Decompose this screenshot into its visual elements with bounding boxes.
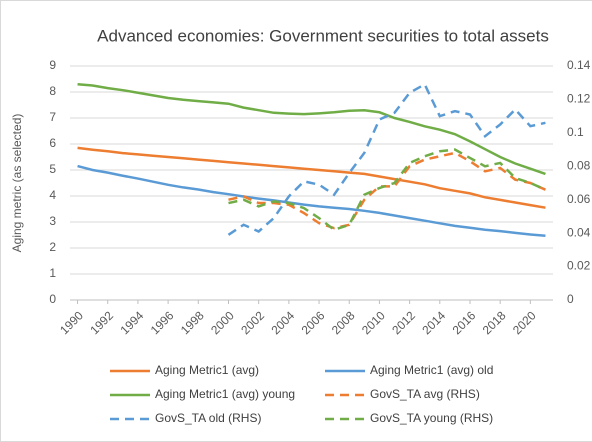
legend-label: GovS_TA old (RHS) (155, 411, 261, 425)
y2-tick-label: 0.04 (567, 225, 591, 239)
y-tick-label: 0 (49, 292, 56, 306)
y-tick-label: 4 (49, 188, 56, 202)
y-tick-label: 6 (49, 136, 56, 150)
legend-label: Aging Metric1 (avg) (155, 363, 259, 377)
y-tick-label: 7 (49, 110, 56, 124)
y-tick-label: 9 (49, 58, 56, 72)
y-tick-label: 3 (49, 214, 56, 228)
y-tick-label: 8 (49, 84, 56, 98)
y2-tick-label: 0.08 (567, 158, 591, 172)
series-line (77, 146, 546, 209)
y-tick-label: 1 (49, 266, 56, 280)
y-tick-label: 2 (49, 240, 56, 254)
y-axis-label: Aging metric (as selected) (10, 114, 24, 253)
y2-tick-label: 0 (567, 292, 574, 306)
legend-label: Aging Metric1 (avg) old (370, 363, 493, 377)
legend-label: GovS_TA young (RHS) (370, 411, 493, 425)
series-line (77, 164, 546, 238)
y2-tick-label: 0.02 (567, 259, 591, 273)
y2-tick-label: 0.1 (567, 125, 584, 139)
chart-title: Advanced economies: Government securitie… (97, 26, 549, 45)
y2-tick-label: 0.06 (567, 192, 591, 206)
series-line (227, 82, 546, 236)
y2-tick-label: 0.12 (567, 92, 591, 106)
series-line (77, 82, 546, 176)
series-line (228, 151, 546, 230)
legend-label: GovS_TA avg (RHS) (370, 387, 480, 401)
y2-tick-label: 0.14 (567, 58, 591, 72)
legend-label: Aging Metric1 (avg) young (155, 387, 295, 401)
y-tick-label: 5 (49, 162, 56, 176)
